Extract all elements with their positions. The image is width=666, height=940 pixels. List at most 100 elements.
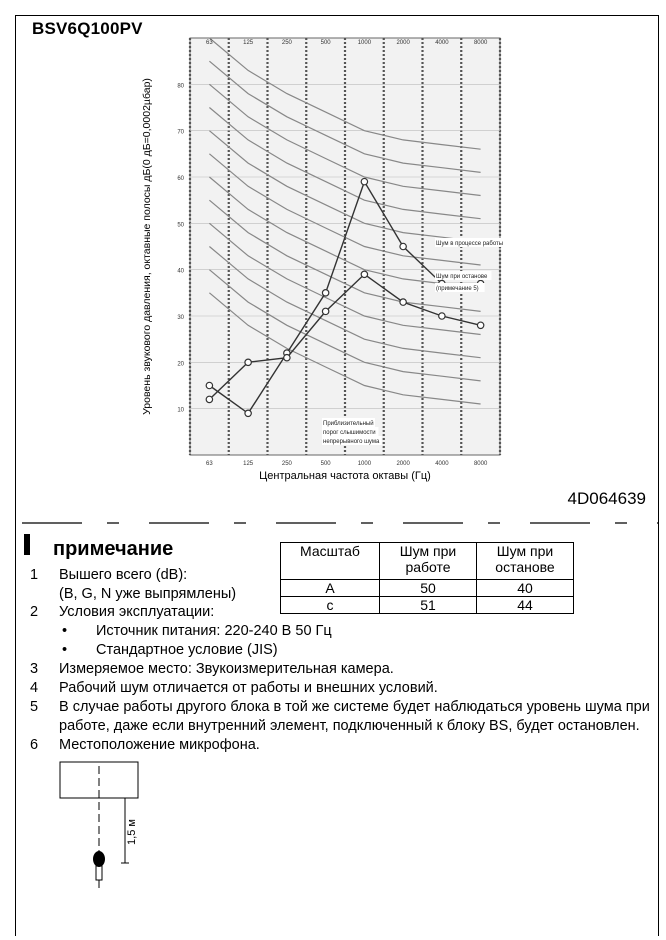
x-tick-label: 500	[321, 461, 332, 467]
note-number: 6	[30, 737, 39, 753]
note-text: Местоположение микрофона.	[59, 737, 260, 753]
y-tick-label: 40	[177, 269, 184, 275]
table-cell: c	[280, 596, 380, 614]
data-point	[360, 177, 369, 186]
table-row: c 51 44	[280, 596, 574, 614]
x-tick-label-top: 2000	[396, 40, 410, 46]
nc-curve	[209, 60, 481, 173]
y-tick-label: 10	[177, 408, 184, 414]
nc-curve	[209, 176, 481, 289]
x-axis-label: Центральная частота октавы (Гц)	[259, 470, 431, 482]
microphone-position-diagram: 1,5 м	[59, 761, 139, 888]
chart-layer: 10 20 30 40 50 60 70 80 63 63 125 125 250 250 500 500 10…	[141, 37, 509, 482]
data-point	[476, 321, 485, 330]
nc-curve	[209, 269, 481, 382]
note-text: В случае работы другого блока в той же с…	[59, 699, 650, 715]
x-tick-label: 2000	[396, 461, 410, 467]
chart-annotation: Шум при останове	[436, 274, 488, 280]
x-tick-label: 250	[282, 461, 293, 467]
chart-annotation: (примечание 5)	[436, 286, 479, 292]
x-tick-label: 63	[206, 461, 213, 467]
note-marker	[24, 534, 30, 555]
nc-curve	[209, 222, 481, 336]
x-tick-label: 8000	[474, 461, 488, 467]
bullet-text: Источник питания: 220-240 В 50 Гц	[96, 623, 332, 639]
data-point	[205, 395, 214, 404]
y-tick-label: 60	[177, 176, 184, 182]
table-header-cell: Шум при останове	[476, 542, 574, 580]
y-axis-label: Уровень звукового давления, октавные пол…	[141, 78, 153, 415]
note-number: 1	[30, 567, 39, 583]
data-point	[205, 381, 214, 390]
data-point	[321, 307, 330, 316]
note-text: Вышего всего (dB):	[59, 567, 188, 583]
table-cell: 40	[476, 579, 574, 597]
chart-annotation: Шум в процессе работы	[436, 241, 503, 247]
table-cell: 50	[379, 579, 477, 597]
annotation-bg	[435, 271, 492, 280]
page-frame	[15, 15, 659, 936]
data-point	[399, 298, 407, 306]
chart-annotation: непрерывного шума	[323, 439, 380, 445]
data-point	[438, 312, 446, 320]
y-tick-label: 70	[177, 130, 184, 136]
data-point	[283, 353, 291, 362]
note-text: Условия эксплуатации:	[59, 604, 215, 620]
y-tick-label: 30	[177, 315, 184, 321]
data-point	[321, 289, 330, 297]
x-tick-label-top: 4000	[435, 40, 449, 46]
data-point	[244, 409, 252, 418]
bullet-icon: •	[62, 623, 68, 639]
annotation-bg	[435, 283, 485, 292]
data-point	[360, 270, 369, 279]
note-number: 3	[30, 661, 39, 677]
annotation-bg	[322, 427, 379, 436]
document-code: 4D064639	[567, 489, 646, 508]
chart-annotation: Приблизительный	[323, 420, 374, 427]
noise-chart: 10 20 30 40 50 60 70 80 63 63 125 125 250 250 500 500 10…	[141, 37, 509, 482]
annotation-bg	[435, 238, 509, 247]
table-header-row: Масштаб Шум при работе Шум при останове	[280, 542, 574, 580]
nc-curve	[209, 292, 481, 405]
data-point	[244, 358, 252, 367]
annotation-bg	[322, 436, 382, 445]
x-tick-label-top: 250	[282, 40, 293, 46]
table-cell: A	[280, 579, 380, 597]
chart-annotation: порог слышимости	[323, 430, 376, 436]
note-number: 5	[30, 699, 39, 715]
x-tick-label: 4000	[435, 461, 449, 467]
bullet-text: Стандартное условие (JIS)	[96, 642, 278, 658]
x-tick-label-top: 1000	[358, 40, 372, 46]
x-tick-label-top: 500	[321, 40, 332, 46]
note-number: 4	[30, 680, 39, 696]
table-cell: 44	[476, 596, 574, 614]
nc-curve	[209, 37, 481, 150]
series-line	[208, 273, 481, 400]
data-point	[399, 242, 407, 251]
section-divider	[22, 522, 658, 524]
note-text: Рабочий шум отличается от работы и внешн…	[59, 680, 438, 696]
y-tick-label: 80	[177, 83, 184, 89]
microphone-icon	[93, 851, 105, 867]
nc-curve	[209, 130, 481, 243]
note-text: работе, даже если внутренний элемент, по…	[59, 718, 640, 734]
note-number: 2	[30, 604, 39, 620]
table-cell: 51	[379, 596, 477, 614]
distance-label: 1,5 м	[126, 819, 138, 845]
bullet-icon: •	[62, 642, 68, 658]
x-tick-label-top: 125	[243, 40, 254, 46]
note-text: Измеряемое место: Звукоизмерительная кам…	[59, 661, 394, 677]
nc-curve	[209, 246, 481, 359]
noise-table: Масштаб Шум при работе Шум при останове …	[280, 542, 574, 614]
table-header-cell: Шум при работе	[379, 542, 477, 580]
note-text: (B, G, N уже выпрямлены)	[59, 586, 237, 602]
annotation-bg	[322, 418, 375, 427]
y-tick-label: 50	[177, 222, 184, 228]
x-tick-label-top: 63	[206, 40, 213, 46]
y-tick-label: 20	[177, 361, 184, 367]
model-title: BSV6Q100PV	[32, 19, 143, 38]
nc-curve	[209, 83, 481, 197]
x-tick-label-top: 8000	[474, 40, 488, 46]
note-heading: примечание	[53, 538, 174, 560]
